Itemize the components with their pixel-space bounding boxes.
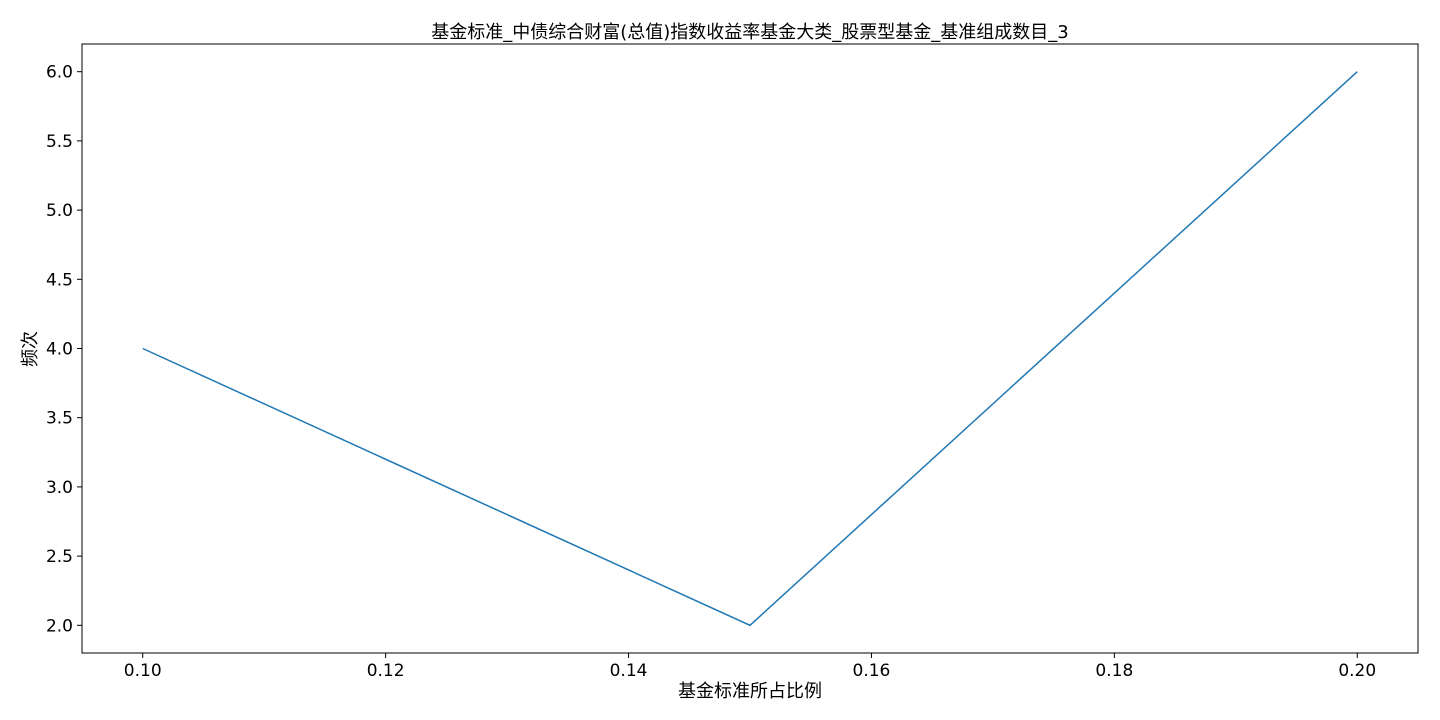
plot-frame <box>81 43 1419 654</box>
y-tick-label: 2.5 <box>46 547 73 567</box>
y-tick-label: 3.0 <box>46 478 73 498</box>
x-tick-label: 0.14 <box>610 661 648 681</box>
plot-area <box>81 43 1419 654</box>
y-tick-label: 5.5 <box>46 132 73 152</box>
y-tick-label: 4.5 <box>46 270 73 290</box>
y-tick-label: 5.0 <box>46 201 73 221</box>
x-tick-label: 0.12 <box>367 661 405 681</box>
x-tick-label: 0.16 <box>853 661 891 681</box>
series-line-0 <box>142 71 1358 627</box>
chart-title: 基金标准_中债综合财富(总值)指数收益率基金大类_股票型基金_基准组成数目_3 <box>431 22 1069 43</box>
x-tick-label: 0.10 <box>124 661 162 681</box>
x-axis-ticks: 0.10 0.12 0.14 0.16 0.18 0.20 <box>124 653 1376 681</box>
y-tick-label: 6.0 <box>46 63 73 83</box>
x-tick-label: 0.18 <box>1095 661 1133 681</box>
y-tick-label: 2.0 <box>46 616 73 636</box>
y-axis-ticks: 2.0 2.5 3.0 3.5 4.0 4.5 5.0 5.5 6.0 <box>46 63 82 636</box>
y-tick-label: 4.0 <box>46 340 73 360</box>
y-axis-label: 频次 <box>20 331 41 367</box>
x-tick-label: 0.20 <box>1338 661 1376 681</box>
y-tick-label: 3.5 <box>46 409 73 429</box>
x-axis-label: 基金标准所占比例 <box>678 681 822 702</box>
